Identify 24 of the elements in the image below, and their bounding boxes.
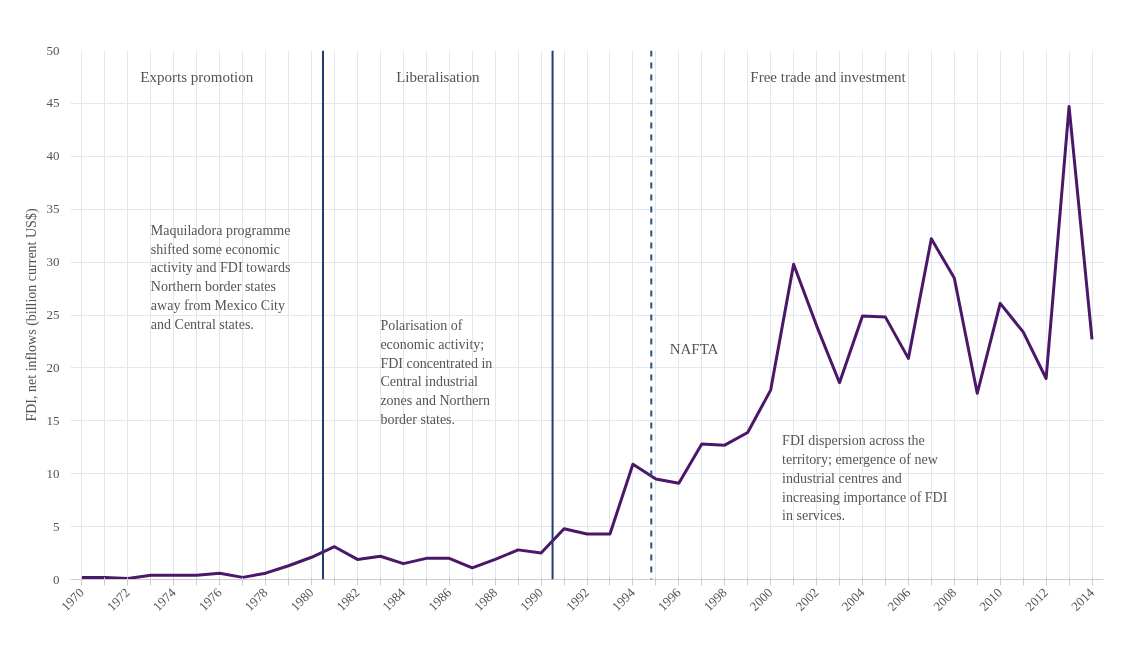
y-tick-label: 5	[53, 518, 60, 534]
ref-line-label: NAFTA	[669, 341, 719, 358]
annotation: Maquiladora programme shifted some economic activity and FDI towards Northern border states away from Mexico City and Central states.	[150, 222, 291, 332]
y-tick-label: 40	[46, 148, 60, 164]
x-tick-label: 2010	[976, 584, 1006, 614]
y-tick-label: 0	[53, 571, 60, 587]
y-axis-title: FDI, net inflows (billion current US$)	[23, 208, 40, 422]
annotation: FDI dispersion across the territory; emergence of new industrial centres and increasing importance of FDI in services.	[782, 433, 948, 524]
annotation: Liberalisation	[396, 68, 480, 85]
y-tick-label: 50	[46, 42, 60, 58]
y-tick-label: 35	[46, 201, 60, 217]
y-tick-label: 20	[46, 359, 60, 375]
annotation: Polarisation of economic activity; FDI concentrated in Central industrial zones and Northern border states.	[380, 318, 493, 427]
y-tick-label: 15	[46, 412, 60, 428]
x-tick-label: 1998	[700, 584, 730, 614]
y-tick-label: 25	[46, 307, 60, 322]
annotation: Free trade and investment	[750, 68, 907, 85]
y-tick-label: 10	[46, 465, 60, 481]
x-tick-label: 1990	[517, 584, 547, 614]
line-series	[80, 105, 1094, 580]
annotation: Exports promotion	[140, 68, 254, 85]
y-tick-label: 30	[46, 254, 60, 270]
y-tick-label: 45	[46, 95, 60, 111]
x-tick-label: 1970	[57, 584, 87, 614]
